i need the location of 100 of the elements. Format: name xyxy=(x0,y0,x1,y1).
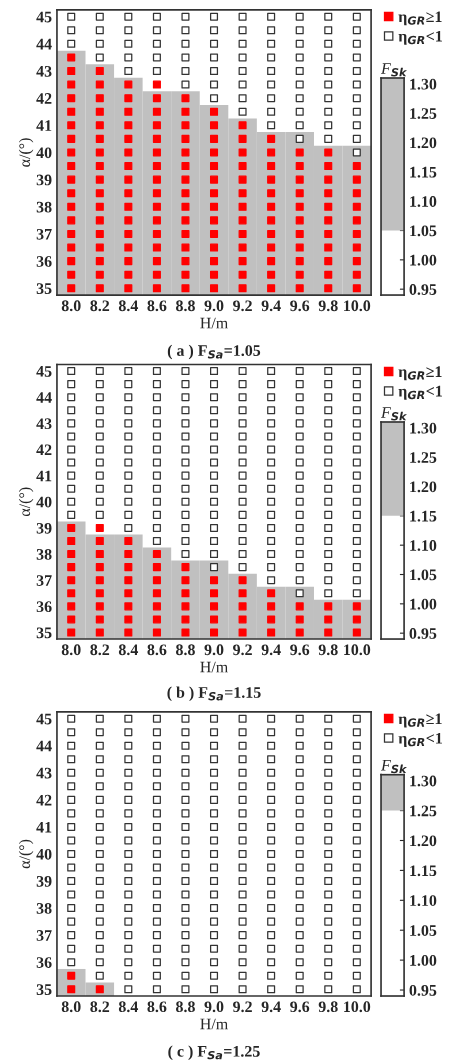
y-tick-label: 1.05 xyxy=(410,925,437,936)
y-tick-label: 42 xyxy=(36,794,52,806)
y-tick-label: 0.95 xyxy=(409,628,437,639)
y-tick-label: 0.95 xyxy=(409,984,437,996)
x-tick-label: 9.0 xyxy=(204,300,224,312)
y-tick-label: 1.10 xyxy=(410,540,437,551)
y-tick-label: 1.10 xyxy=(410,196,437,207)
y-tick-label: 36 xyxy=(36,256,52,267)
y-tick-label: 43 xyxy=(36,65,52,77)
legend-label: η$_{GR}$<1 xyxy=(398,385,442,400)
y-tick-label: 44 xyxy=(36,740,52,752)
x-tick-label: 9.0 xyxy=(204,644,224,656)
x-tick-label: 8.6 xyxy=(147,1001,167,1013)
y-tick-label: 36 xyxy=(36,957,52,968)
x-tick-label: 8.6 xyxy=(147,644,167,656)
y-tick-label: 43 xyxy=(36,767,52,779)
y-tick-label: 40 xyxy=(36,848,52,860)
x-tick-label: 9.4 xyxy=(261,300,281,312)
chart-title: F$_{Sk}$ xyxy=(380,407,407,421)
y-tick-label: 44 xyxy=(36,38,52,50)
chart-title: F$_{Sk}$ xyxy=(380,759,407,774)
y-axis-title: α/(°) xyxy=(18,839,34,869)
x-tick-label: 9.8 xyxy=(318,1001,338,1013)
legend-label: η$_{GR}$<1 xyxy=(398,30,442,45)
y-tick-label: 39 xyxy=(36,875,52,887)
x-tick-label: 9.8 xyxy=(318,300,338,312)
y-tick-label: 41 xyxy=(36,470,52,482)
x-tick-label: 8.0 xyxy=(61,644,81,656)
y-tick-label: 44 xyxy=(36,392,52,403)
text: ( a ) F$_{Sa}$=1.05 xyxy=(167,344,261,360)
y-tick-label: 1.20 xyxy=(410,835,437,847)
y-tick-label: 0.95 xyxy=(409,284,437,295)
x-tick-label: 9.6 xyxy=(290,1001,310,1013)
y-tick-label: 1.00 xyxy=(410,598,437,610)
y-tick-label: 45 xyxy=(36,366,52,377)
y-tick-label: 37 xyxy=(36,575,52,586)
y-tick-label: 37 xyxy=(36,228,52,240)
y-axis-title: α/(°) xyxy=(18,487,34,517)
y-tick-label: 1.15 xyxy=(410,865,437,877)
x-tick-label: 8.0 xyxy=(61,300,81,312)
x-tick-label: 9.2 xyxy=(233,644,252,656)
x-tick-label: 8.8 xyxy=(176,300,195,312)
x-tick-label: 8.2 xyxy=(90,644,110,656)
y-tick-label: 1.30 xyxy=(410,775,437,787)
y-tick-label: 38 xyxy=(36,201,52,213)
y-tick-label: 1.25 xyxy=(410,452,437,463)
x-tick-label: 8.8 xyxy=(176,1001,195,1013)
y-tick-label: 1.05 xyxy=(410,225,437,237)
legend-label: η$_{GR}$≥1 xyxy=(398,713,442,728)
y-tick-label: 1.15 xyxy=(410,166,437,178)
legend-label: η$_{GR}$≥1 xyxy=(398,11,442,26)
x-tick-label: 8.4 xyxy=(118,1001,139,1013)
y-tick-label: 1.20 xyxy=(410,137,437,149)
y-tick-label: 1.30 xyxy=(410,78,437,90)
y-tick-label: 1.30 xyxy=(410,422,437,434)
y-tick-label: 1.15 xyxy=(410,510,437,522)
y-tick-label: 45 xyxy=(36,713,52,725)
y-tick-label: 45 xyxy=(36,11,52,23)
x-tick-label: 8.0 xyxy=(61,1001,81,1013)
y-tick-label: 40 xyxy=(36,496,52,508)
legend-label: η$_{GR}$<1 xyxy=(398,732,442,747)
chart-title: F$_{Sk}$ xyxy=(380,63,407,77)
x-tick-label: 9.2 xyxy=(233,1001,252,1013)
x-axis-title: H/m xyxy=(200,317,228,329)
y-tick-label: 1.20 xyxy=(410,481,437,493)
x-tick-label: 10.0 xyxy=(344,300,371,312)
x-tick-label: 8.4 xyxy=(118,644,139,656)
x-tick-label: 10.0 xyxy=(344,644,371,656)
text: ( b ) F$_{Sa}$=1.15 xyxy=(167,686,261,702)
y-tick-label: 35 xyxy=(36,984,52,995)
y-tick-label: 1.00 xyxy=(410,254,437,266)
x-tick-label: 8.2 xyxy=(90,1001,110,1013)
x-tick-label: 9.2 xyxy=(233,300,252,312)
x-tick-label: 9.4 xyxy=(261,1001,281,1013)
y-tick-label: 37 xyxy=(36,930,52,941)
y-tick-label: 38 xyxy=(36,548,52,560)
x-tick-label: 9.6 xyxy=(290,644,310,656)
y-tick-label: 41 xyxy=(36,120,52,131)
y-tick-label: 1.10 xyxy=(410,895,437,907)
x-tick-label: 10.0 xyxy=(344,1001,371,1013)
y-tick-label: 35 xyxy=(36,627,52,639)
x-tick-label: 8.6 xyxy=(147,300,167,312)
y-tick-label: 1.05 xyxy=(410,569,437,581)
y-tick-label: 1.00 xyxy=(410,955,437,966)
x-tick-label: 9.8 xyxy=(318,644,338,656)
y-tick-label: 42 xyxy=(36,93,52,104)
x-axis-title: H/m xyxy=(200,1018,228,1030)
y-tick-label: 1.25 xyxy=(410,805,437,817)
x-axis-title: H/m xyxy=(200,661,228,673)
x-tick-label: 8.2 xyxy=(90,300,110,312)
y-tick-label: 36 xyxy=(36,601,52,613)
text: ( c ) F$_{Sa}$=1.25 xyxy=(168,1045,260,1060)
x-tick-label: 9.0 xyxy=(204,1001,224,1013)
x-tick-label: 8.8 xyxy=(176,644,195,656)
y-axis-title: α/(°) xyxy=(18,138,34,167)
y-tick-label: 1.25 xyxy=(410,108,437,119)
legend-label: η$_{GR}$≥1 xyxy=(398,366,442,381)
x-tick-label: 8.4 xyxy=(118,300,139,312)
x-tick-label: 9.4 xyxy=(261,644,281,656)
y-tick-label: 42 xyxy=(36,444,52,456)
